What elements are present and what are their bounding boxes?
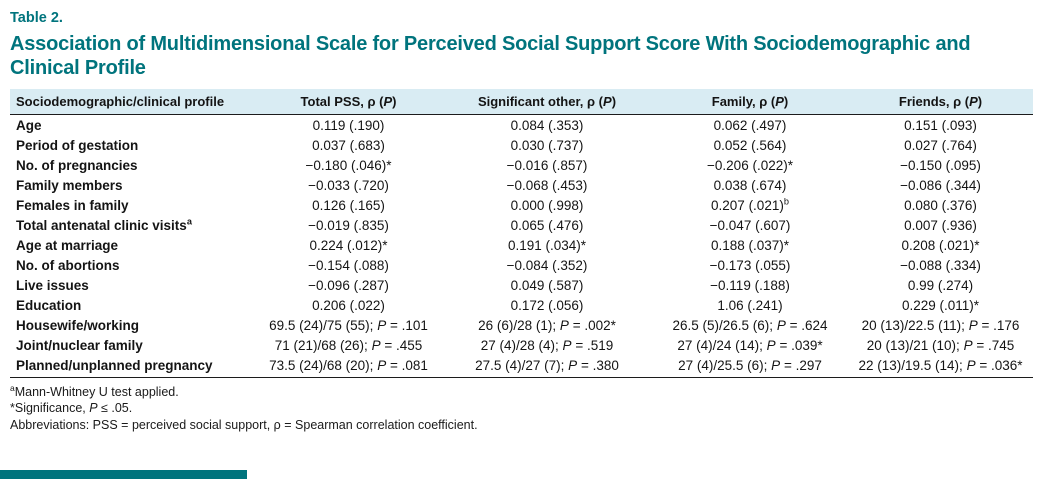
cell-value: 20 (13)/21 (10); P = .745 xyxy=(866,337,1015,353)
table-number-label: Table 2. xyxy=(10,10,63,26)
cell-value: 0.049 (.587) xyxy=(510,277,584,293)
column-header: Family, ρ (P) xyxy=(652,89,848,116)
row-label: Housewife/working xyxy=(16,317,140,333)
cell-value: −0.088 (.334) xyxy=(900,257,981,273)
row-label: Family members xyxy=(16,177,123,193)
cell-value: −0.084 (.352) xyxy=(506,257,588,273)
cell-value: 0.038 (.674) xyxy=(713,177,787,193)
cell-value: 0.207 (.021)b xyxy=(711,196,789,213)
cell-value: −0.068 (.453) xyxy=(506,177,588,193)
table-row: Total antenatal clinic visitsa −0.019 (.8… xyxy=(10,215,1033,235)
cell-value: −0.096 (.287) xyxy=(308,277,389,293)
table-head: Sociodemographic/clinical profile Total P… xyxy=(10,89,1033,116)
table-row: Joint/nuclear family 71 (21)/68 (26); P =… xyxy=(10,335,1033,355)
row-label: Planned/unplanned pregnancy xyxy=(10,355,255,378)
cell-value: 73.5 (24)/68 (20); P = .081 xyxy=(255,355,442,378)
cell-value: −0.047 (.607) xyxy=(709,217,791,233)
results-table: Sociodemographic/clinical profile Total P… xyxy=(10,89,1033,378)
cell-value: 26 (6)/28 (1); P = .002* xyxy=(478,317,616,333)
cell-value: 27 (4)/28 (4); P = .519 xyxy=(480,337,614,353)
footnote: *Significance, P ≤ .05. xyxy=(10,401,133,416)
table-row: Age at marriage 0.224 (.012)* 0.191 (.034)… xyxy=(10,235,1033,255)
paper-page: Table 2. Association of Multidimensional… xyxy=(10,10,1033,434)
cell-value: 0.027 (.764) xyxy=(904,137,977,153)
cell-value: −0.150 (.095) xyxy=(900,157,981,173)
cell-value: −0.016 (.857) xyxy=(506,157,588,173)
table-title: Association of Multidimensional Scale fo… xyxy=(10,33,971,79)
table-row: No. of pregnancies −0.180 (.046)* −0.016 (… xyxy=(10,155,1033,175)
table-body: Age 0.119 (.190) 0.084 (.353) 0.062 (.497) 0… xyxy=(10,115,1033,378)
cell-value: 0.188 (.037)* xyxy=(710,237,790,253)
footnote: aMann-Whitney U test applied. xyxy=(10,382,179,399)
cell-value: 0.062 (.497) xyxy=(713,117,787,133)
cell-value: −0.173 (.055) xyxy=(709,257,791,273)
row-label: Total antenatal clinic visitsa xyxy=(16,216,192,233)
cell-value: 0.030 (.737) xyxy=(510,137,584,153)
cell-value: −0.180 (.046)* xyxy=(305,157,392,173)
cell-value: 27 (4)/24 (14); P = .039* xyxy=(677,337,823,353)
cell-value: 27.5 (4)/27 (7); P = .380 xyxy=(442,355,652,378)
table-row: No. of abortions −0.154 (.088) −0.084 (.35… xyxy=(10,255,1033,275)
table-row: Planned/unplanned pregnancy 73.5 (24)/68 … xyxy=(10,355,1033,378)
cell-value: 0.052 (.564) xyxy=(713,137,787,153)
column-header-profile: Sociodemographic/clinical profile xyxy=(10,89,255,116)
cell-value: 1.06 (.241) xyxy=(717,297,783,313)
table-row: Live issues −0.096 (.287) 0.049 (.587) −0.1… xyxy=(10,275,1033,295)
cell-value: 0.119 (.190) xyxy=(312,117,385,133)
cell-value: 0.99 (.274) xyxy=(907,277,974,293)
table-row: Age 0.119 (.190) 0.084 (.353) 0.062 (.497) 0… xyxy=(10,115,1033,136)
cell-value: 0.206 (.022) xyxy=(312,297,385,313)
row-label: Joint/nuclear family xyxy=(16,337,143,353)
cell-value: 0.229 (.011)* xyxy=(901,297,980,313)
table-header-row: Sociodemographic/clinical profile Total P… xyxy=(10,89,1033,116)
row-label: Period of gestation xyxy=(16,137,139,153)
cell-value: 27 (4)/25.5 (6); P = .297 xyxy=(652,355,848,378)
table-row: Education 0.206 (.022) 0.172 (.056) 1.06 (.… xyxy=(10,295,1033,315)
cell-value: 0.037 (.683) xyxy=(312,137,385,153)
table-row: Family members −0.033 (.720) −0.068 (.453)… xyxy=(10,175,1033,195)
column-header: Total PSS, ρ (P) xyxy=(255,89,442,116)
row-label: No. of pregnancies xyxy=(16,157,138,173)
accent-bar xyxy=(0,470,247,479)
cell-value: 0.126 (.165) xyxy=(312,197,385,213)
cell-value: 71 (21)/68 (26); P = .455 xyxy=(274,337,423,353)
cell-value: −0.033 (.720) xyxy=(308,177,389,193)
cell-value: 0.007 (.936) xyxy=(904,217,977,233)
row-label: Females in family xyxy=(16,197,129,213)
cell-value: 0.000 (.998) xyxy=(510,197,584,213)
cell-value: −0.154 (.088) xyxy=(308,257,389,273)
cell-value: 0.080 (.376) xyxy=(904,197,977,213)
cell-value: −0.019 (.835) xyxy=(308,217,389,233)
cell-value: −0.206 (.022)* xyxy=(707,157,793,173)
cell-value: −0.119 (.188) xyxy=(710,277,790,293)
cell-value: −0.086 (.344) xyxy=(900,177,981,193)
row-label: Age xyxy=(16,117,42,133)
cell-value: 0.151 (.093) xyxy=(904,117,977,133)
cell-value: 69.5 (24)/75 (55); P = .101 xyxy=(269,317,428,333)
row-label: Age at marriage xyxy=(16,237,119,253)
row-label: Live issues xyxy=(16,277,89,293)
cell-value: 20 (13)/22.5 (11); P = .176 xyxy=(861,317,1020,333)
row-label: No. of abortions xyxy=(16,257,120,273)
cell-value: 0.191 (.034)* xyxy=(507,237,587,253)
row-label: Education xyxy=(16,297,82,313)
table-row: Period of gestation 0.037 (.683) 0.030 (.7… xyxy=(10,135,1033,155)
footnote: Abbreviations: PSS = perceived social su… xyxy=(10,417,478,432)
table-row: Housewife/working 69.5 (24)/75 (55); P = … xyxy=(10,315,1033,335)
table-row: Females in family 0.126 (.165) 0.000 (.998… xyxy=(10,195,1033,215)
cell-value: 0.172 (.056) xyxy=(510,297,584,313)
cell-value: 26.5 (5)/26.5 (6); P = .624 xyxy=(672,317,828,333)
cell-value: 0.084 (.353) xyxy=(510,117,584,133)
cell-value: 0.224 (.012)* xyxy=(309,237,388,253)
cell-value: 22 (13)/19.5 (14); P = .036* xyxy=(848,355,1033,378)
cell-value: 0.065 (.476) xyxy=(510,217,584,233)
cell-value: 0.208 (.021)* xyxy=(901,237,980,253)
footnotes: aMann-Whitney U test applied. *Significan… xyxy=(10,382,1033,434)
column-header: Friends, ρ (P) xyxy=(848,89,1033,116)
column-header: Significant other, ρ (P) xyxy=(442,89,652,116)
